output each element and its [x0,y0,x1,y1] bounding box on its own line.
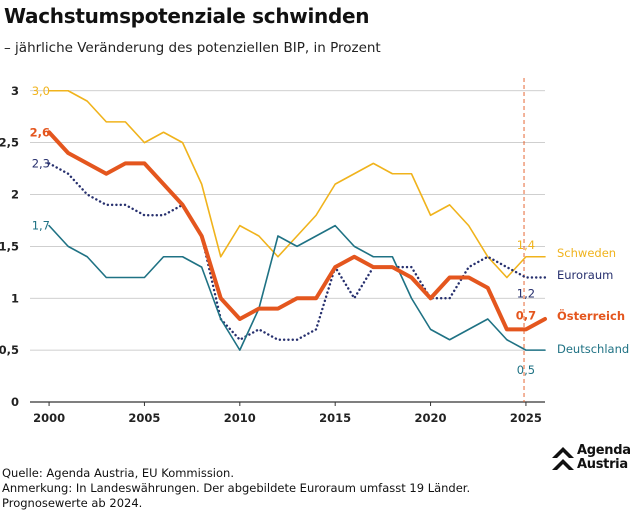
series-name-österreich: Österreich [557,308,625,323]
chart-title: Wachstumspotenziale schwinden [4,4,370,28]
series-line-schweden [48,89,546,279]
source-text: Quelle: Agenda Austria, EU Kommission. [2,466,234,480]
note-text-2: Prognosewerte ab 2024. [2,496,143,510]
series-name-euroraum: Euroraum [557,268,613,282]
footer: Quelle: Agenda Austria, EU Kommission. A… [2,466,470,511]
y-tick-label: 2 [11,188,19,202]
logo-mark-icon [552,447,574,470]
series-line-deutschland [48,224,546,351]
x-tick-label: 2015 [319,411,351,425]
y-tick-label: 3 [11,84,19,98]
series-line-euroraum [47,162,547,341]
y-tick-label: 0,5 [0,343,19,357]
agenda-austria-logo: Agenda Austria [551,444,635,474]
x-tick-label: 2025 [510,411,542,425]
end-value-label: 1,4 [517,238,535,252]
start-value-label: 3,0 [32,84,50,98]
x-tick-label: 2010 [224,411,256,425]
y-tick-label: 1,5 [0,239,19,253]
x-tick-label: 2020 [415,411,447,425]
series-name-schweden: Schweden [557,246,616,260]
y-tick-label: 1 [11,291,19,305]
axes: 0 0,5 1 1,5 2 2,5 3 2000 2005 2010 2015 2020 2025 [0,84,542,425]
series-line-österreich [47,130,547,332]
start-value-label: 2,3 [32,156,50,170]
note-text: Anmerkung: In Landeswährungen. Der abgeb… [2,481,471,495]
logo-line1: Agenda [577,443,631,458]
start-value-label: 2,6 [30,125,50,139]
x-tick-label: 2000 [33,411,65,425]
logo-text: Agenda Austria [577,444,631,472]
value-labels: 3,0 1,4 Schweden 2,3 1,2 Euroraum 1,7 0,5 Deutsc… [30,84,630,377]
end-value-label: 0,5 [517,363,535,377]
series-name-deutschland: Deutschland [557,342,629,356]
start-value-label: 1,7 [32,219,50,233]
end-value-label: 0,7 [516,308,536,322]
x-tick-label: 2005 [128,411,160,425]
logo-line2: Austria [577,457,628,472]
gridlines [30,90,545,403]
y-tick-label: 2,5 [0,136,19,150]
series-lines [47,89,547,351]
chart-subtitle: – jährliche Veränderung des potenziellen… [4,40,381,56]
y-tick-label: 0 [11,395,19,409]
end-value-label: 1,2 [517,287,535,301]
